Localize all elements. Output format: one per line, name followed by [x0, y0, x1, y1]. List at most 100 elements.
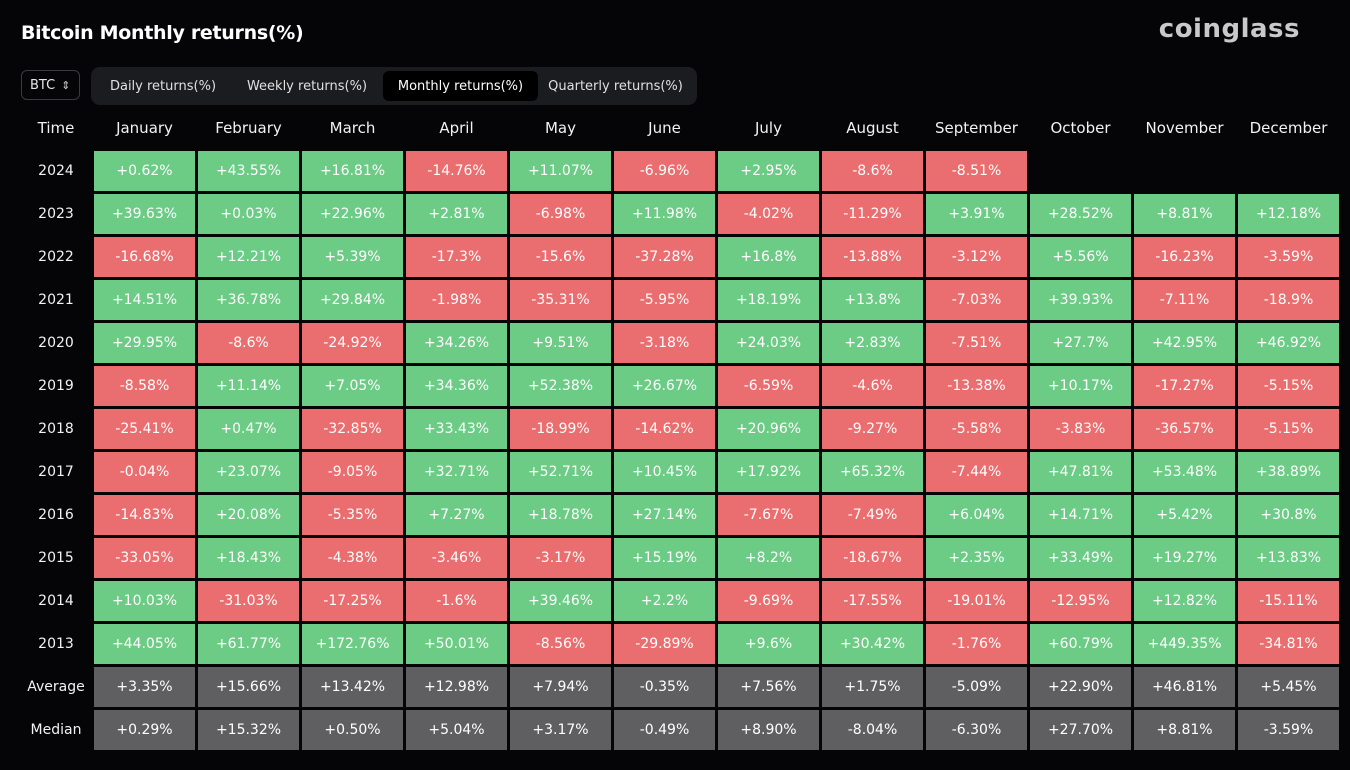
return-cell: +14.71% — [1030, 495, 1131, 535]
summary-cell: +7.56% — [718, 667, 819, 707]
return-cell: +39.46% — [510, 581, 611, 621]
year-label: 2013 — [38, 636, 74, 652]
summary-cell: +5.04% — [406, 710, 507, 750]
return-cell: -15.6% — [510, 237, 611, 277]
return-cell: -4.02% — [718, 194, 819, 234]
tab-quarterly-returns[interactable]: Quarterly returns(%) — [548, 78, 683, 94]
return-cell: -8.6% — [198, 323, 299, 363]
return-cell: -7.49% — [822, 495, 923, 535]
return-cell: +2.35% — [926, 538, 1027, 578]
summary-cell: +1.75% — [822, 667, 923, 707]
return-cell: +44.05% — [94, 624, 195, 664]
return-cell: -29.89% — [614, 624, 715, 664]
return-cell: +0.47% — [198, 409, 299, 449]
return-cell: -34.81% — [1238, 624, 1339, 664]
asset-select[interactable]: BTC ⇕ — [21, 70, 80, 100]
return-cell: -1.6% — [406, 581, 507, 621]
return-cell: +8.81% — [1134, 194, 1235, 234]
return-cell: +12.82% — [1134, 581, 1235, 621]
return-cell: +30.42% — [822, 624, 923, 664]
summary-row-label: Average — [27, 679, 85, 695]
column-header-january: January — [116, 119, 173, 137]
return-cell: +46.92% — [1238, 323, 1339, 363]
return-cell: -7.03% — [926, 280, 1027, 320]
return-cell: +33.49% — [1030, 538, 1131, 578]
return-cell: +28.52% — [1030, 194, 1131, 234]
return-cell: -17.3% — [406, 237, 507, 277]
return-cell: -17.55% — [822, 581, 923, 621]
return-cell: +14.51% — [94, 280, 195, 320]
return-cell: +24.03% — [718, 323, 819, 363]
return-cell: -9.27% — [822, 409, 923, 449]
return-cell: +53.48% — [1134, 452, 1235, 492]
return-cell: -3.46% — [406, 538, 507, 578]
year-label: 2016 — [38, 507, 74, 523]
year-label: 2018 — [38, 421, 74, 437]
return-cell: +47.81% — [1030, 452, 1131, 492]
return-cell: +7.27% — [406, 495, 507, 535]
summary-cell: +12.98% — [406, 667, 507, 707]
return-cell: -6.98% — [510, 194, 611, 234]
return-cell: -18.99% — [510, 409, 611, 449]
return-cell: -8.56% — [510, 624, 611, 664]
year-label: 2022 — [38, 249, 74, 265]
return-cell: +29.84% — [302, 280, 403, 320]
return-cell: -36.57% — [1134, 409, 1235, 449]
summary-cell: -0.35% — [614, 667, 715, 707]
return-cell: -7.11% — [1134, 280, 1235, 320]
asset-select-value: BTC — [30, 77, 56, 93]
return-cell: +52.71% — [510, 452, 611, 492]
return-cell: -14.62% — [614, 409, 715, 449]
return-cell: +2.81% — [406, 194, 507, 234]
return-cell: +13.8% — [822, 280, 923, 320]
return-cell: -1.76% — [926, 624, 1027, 664]
return-cell: +34.36% — [406, 366, 507, 406]
year-label: 2024 — [38, 163, 74, 179]
return-cell: +2.83% — [822, 323, 923, 363]
column-header-july: July — [755, 119, 782, 137]
column-header-september: September — [935, 119, 1018, 137]
return-cell: +15.19% — [614, 538, 715, 578]
return-cell: +32.71% — [406, 452, 507, 492]
return-cell: +6.04% — [926, 495, 1027, 535]
summary-cell: -3.59% — [1238, 710, 1339, 750]
year-label: 2021 — [38, 292, 74, 308]
tab-monthly-returns[interactable]: Monthly returns(%) — [383, 71, 538, 101]
return-cell: -7.44% — [926, 452, 1027, 492]
summary-cell: +22.90% — [1030, 667, 1131, 707]
return-cell: -11.29% — [822, 194, 923, 234]
year-label: 2020 — [38, 335, 74, 351]
column-header-october: October — [1050, 119, 1111, 137]
return-cell: +61.77% — [198, 624, 299, 664]
return-cell: +33.43% — [406, 409, 507, 449]
return-cell: +18.78% — [510, 495, 611, 535]
return-cell: -37.28% — [614, 237, 715, 277]
return-cell: +19.27% — [1134, 538, 1235, 578]
summary-cell: +15.66% — [198, 667, 299, 707]
return-cell: -4.38% — [302, 538, 403, 578]
return-cell: -1.98% — [406, 280, 507, 320]
return-cell: +5.42% — [1134, 495, 1235, 535]
summary-cell: +3.17% — [510, 710, 611, 750]
return-cell: -19.01% — [926, 581, 1027, 621]
return-cell: -31.03% — [198, 581, 299, 621]
return-cell: +16.81% — [302, 151, 403, 191]
return-cell — [1238, 151, 1339, 191]
monthly-returns-table: Time January February March April May June July… — [21, 108, 1339, 750]
return-cell: +39.63% — [94, 194, 195, 234]
return-cell: +42.95% — [1134, 323, 1235, 363]
year-label: 2019 — [38, 378, 74, 394]
return-cell: +2.95% — [718, 151, 819, 191]
return-cell: +8.2% — [718, 538, 819, 578]
return-cell: -13.38% — [926, 366, 1027, 406]
return-cell: +0.03% — [198, 194, 299, 234]
tab-daily-returns[interactable]: Daily returns(%) — [109, 78, 217, 94]
year-label: 2017 — [38, 464, 74, 480]
tab-weekly-returns[interactable]: Weekly returns(%) — [246, 78, 368, 94]
return-cell: +11.98% — [614, 194, 715, 234]
year-label: 2014 — [38, 593, 74, 609]
return-cell: -3.12% — [926, 237, 1027, 277]
column-header-march: March — [329, 119, 376, 137]
return-cell: +11.14% — [198, 366, 299, 406]
return-cell: +9.6% — [718, 624, 819, 664]
